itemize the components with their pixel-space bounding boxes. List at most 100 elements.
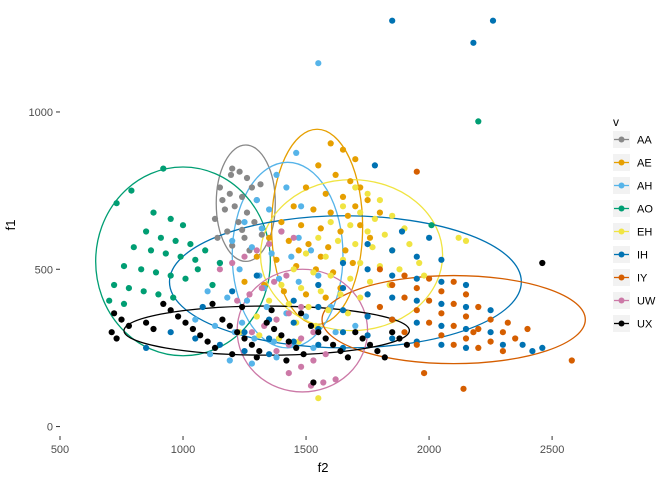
point-ah: [283, 184, 290, 191]
point-ao: [147, 247, 155, 254]
point-ao: [187, 241, 194, 248]
point-iy: [450, 322, 457, 329]
point-ux: [389, 329, 396, 336]
point-iy: [426, 275, 433, 282]
point-ah: [253, 197, 260, 204]
point-ao: [120, 300, 128, 307]
point-ux: [256, 348, 263, 355]
point-ux: [330, 341, 337, 348]
point-ae: [241, 278, 248, 285]
y-tick-label: 500: [35, 264, 53, 276]
point-ae: [305, 241, 312, 248]
ellipse-aa: [215, 144, 276, 263]
point-ah: [266, 206, 273, 213]
point-ae: [349, 259, 356, 267]
point-ih: [364, 291, 371, 298]
point-eh: [315, 395, 322, 402]
legend-label: AH: [637, 181, 652, 193]
point-ih: [462, 325, 470, 333]
point-iy: [450, 278, 457, 285]
point-ih: [413, 275, 420, 282]
point-uw: [283, 272, 290, 279]
point-ih: [539, 344, 546, 351]
point-ux: [160, 300, 167, 307]
point-ao: [111, 281, 118, 289]
y-tick-label: 1000: [29, 107, 53, 119]
legend-label: IY: [637, 273, 648, 285]
point-ux: [337, 348, 344, 355]
point-ih: [462, 303, 470, 311]
point-uw: [234, 297, 241, 304]
x-tick-label: 2500: [540, 444, 564, 456]
point-ah: [295, 278, 302, 285]
legend-label: AA: [637, 135, 652, 147]
point-ux: [143, 319, 150, 326]
x-axis: 500 1000 1500 2000 2500: [51, 436, 564, 456]
point-ao: [170, 294, 177, 301]
point-ao: [128, 187, 135, 194]
point-ae: [344, 212, 351, 219]
point-eh: [352, 184, 359, 191]
point-ux: [315, 329, 322, 336]
point-uw: [298, 303, 305, 311]
point-ih: [462, 344, 470, 351]
point-uw: [241, 253, 248, 260]
legend-key-point: [618, 251, 625, 258]
legend-item-iy: IY: [613, 269, 648, 286]
point-ae: [302, 184, 310, 191]
point-ae: [253, 253, 260, 260]
point-iy: [450, 341, 457, 348]
point-ih: [389, 17, 396, 24]
point-uw: [298, 363, 305, 370]
point-ah: [268, 250, 275, 257]
legend-item-ao: AO: [613, 200, 653, 217]
point-ae: [352, 156, 359, 163]
point-iy: [487, 316, 494, 323]
legend-label: AE: [637, 158, 652, 170]
point-iy: [376, 303, 383, 311]
point-ah: [302, 313, 310, 320]
point-ih: [499, 341, 506, 348]
point-eh: [406, 241, 413, 248]
legend-label: UX: [637, 319, 653, 331]
point-ao: [113, 200, 120, 207]
point-ae: [322, 294, 329, 301]
point-ao: [177, 253, 184, 260]
point-ux: [268, 307, 275, 314]
point-ux: [211, 344, 219, 351]
point-uw: [273, 316, 280, 323]
point-ux: [226, 322, 233, 329]
point-ih: [389, 294, 396, 301]
point-iy: [413, 168, 420, 175]
point-ih: [389, 272, 396, 279]
point-ih: [290, 338, 297, 345]
point-ux: [293, 344, 300, 351]
point-uw: [258, 285, 265, 292]
point-ux: [189, 325, 196, 333]
legend-key-point: [618, 205, 625, 212]
point-ae: [342, 247, 349, 254]
point-ah: [293, 149, 300, 156]
point-iy: [401, 329, 408, 336]
point-eh: [347, 275, 354, 282]
point-eh: [256, 332, 263, 339]
point-aa: [219, 197, 226, 204]
point-ah: [248, 360, 255, 367]
point-ah: [241, 219, 248, 226]
point-ih: [438, 341, 445, 348]
legend-key-point: [618, 159, 625, 166]
ellipse-ao: [95, 166, 272, 357]
point-iy: [462, 313, 470, 320]
point-iy: [401, 294, 408, 301]
point-ae: [302, 291, 310, 298]
point-eh: [357, 259, 364, 267]
point-ux: [285, 338, 292, 345]
point-eh: [381, 231, 388, 238]
point-ae: [266, 234, 273, 241]
point-ao: [157, 234, 164, 241]
point-eh: [290, 266, 297, 273]
point-ah: [273, 171, 280, 178]
point-uw: [248, 329, 255, 336]
point-ux: [248, 341, 255, 348]
point-eh: [357, 294, 364, 301]
